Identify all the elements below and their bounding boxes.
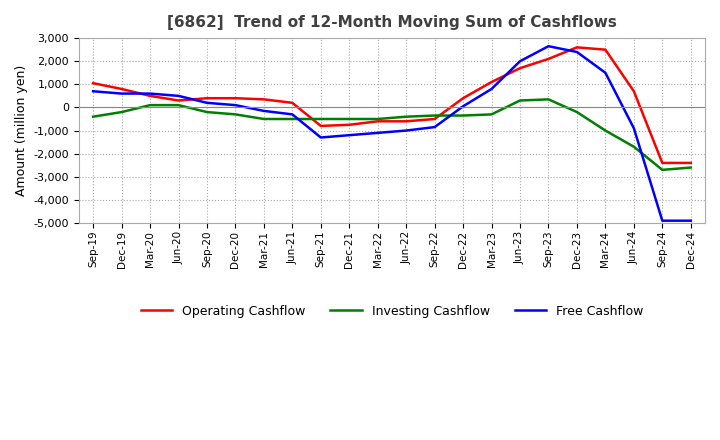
Investing Cashflow	[374, 116, 382, 121]
Investing Cashflow	[601, 128, 610, 133]
Investing Cashflow	[202, 110, 211, 115]
Title: [6862]  Trend of 12-Month Moving Sum of Cashflows: [6862] Trend of 12-Month Moving Sum of C…	[167, 15, 617, 30]
Free Cashflow	[629, 125, 638, 131]
Free Cashflow	[658, 218, 667, 224]
Investing Cashflow	[231, 112, 240, 117]
Operating Cashflow	[260, 97, 269, 102]
Free Cashflow	[516, 59, 524, 64]
Investing Cashflow	[686, 165, 695, 170]
Operating Cashflow	[174, 98, 183, 103]
Operating Cashflow	[288, 100, 297, 106]
Investing Cashflow	[516, 98, 524, 103]
Operating Cashflow	[145, 93, 154, 99]
Operating Cashflow	[629, 88, 638, 94]
Operating Cashflow	[459, 95, 467, 101]
Operating Cashflow	[317, 123, 325, 128]
Free Cashflow	[202, 100, 211, 106]
Investing Cashflow	[174, 103, 183, 108]
Free Cashflow	[317, 135, 325, 140]
Operating Cashflow	[202, 95, 211, 101]
Investing Cashflow	[459, 113, 467, 118]
Investing Cashflow	[260, 116, 269, 121]
Investing Cashflow	[572, 110, 581, 115]
Operating Cashflow	[487, 79, 496, 84]
Free Cashflow	[431, 125, 439, 130]
Line: Investing Cashflow: Investing Cashflow	[93, 99, 690, 170]
Investing Cashflow	[89, 114, 97, 119]
Operating Cashflow	[686, 160, 695, 165]
Investing Cashflow	[145, 103, 154, 108]
Operating Cashflow	[658, 160, 667, 165]
Legend: Operating Cashflow, Investing Cashflow, Free Cashflow: Operating Cashflow, Investing Cashflow, …	[135, 300, 648, 323]
Operating Cashflow	[601, 47, 610, 52]
Free Cashflow	[89, 88, 97, 94]
Operating Cashflow	[572, 45, 581, 50]
Investing Cashflow	[317, 116, 325, 121]
Free Cashflow	[572, 49, 581, 55]
Y-axis label: Amount (million yen): Amount (million yen)	[15, 65, 28, 196]
Operating Cashflow	[89, 81, 97, 86]
Operating Cashflow	[374, 119, 382, 124]
Free Cashflow	[402, 128, 410, 133]
Operating Cashflow	[402, 119, 410, 124]
Free Cashflow	[231, 103, 240, 108]
Line: Operating Cashflow: Operating Cashflow	[93, 48, 690, 163]
Investing Cashflow	[402, 114, 410, 119]
Investing Cashflow	[544, 97, 553, 102]
Investing Cashflow	[288, 116, 297, 121]
Operating Cashflow	[544, 56, 553, 62]
Free Cashflow	[459, 104, 467, 109]
Free Cashflow	[260, 108, 269, 114]
Operating Cashflow	[117, 86, 126, 92]
Investing Cashflow	[629, 144, 638, 149]
Investing Cashflow	[487, 112, 496, 117]
Investing Cashflow	[117, 110, 126, 115]
Free Cashflow	[487, 86, 496, 92]
Investing Cashflow	[431, 113, 439, 118]
Operating Cashflow	[231, 95, 240, 101]
Free Cashflow	[601, 70, 610, 75]
Operating Cashflow	[516, 66, 524, 71]
Free Cashflow	[544, 44, 553, 49]
Operating Cashflow	[345, 122, 354, 128]
Operating Cashflow	[431, 116, 439, 121]
Free Cashflow	[145, 91, 154, 96]
Free Cashflow	[117, 91, 126, 96]
Free Cashflow	[374, 130, 382, 136]
Investing Cashflow	[658, 167, 667, 172]
Investing Cashflow	[345, 116, 354, 121]
Line: Free Cashflow: Free Cashflow	[93, 46, 690, 221]
Free Cashflow	[174, 93, 183, 99]
Free Cashflow	[288, 112, 297, 117]
Free Cashflow	[686, 218, 695, 224]
Free Cashflow	[345, 132, 354, 138]
